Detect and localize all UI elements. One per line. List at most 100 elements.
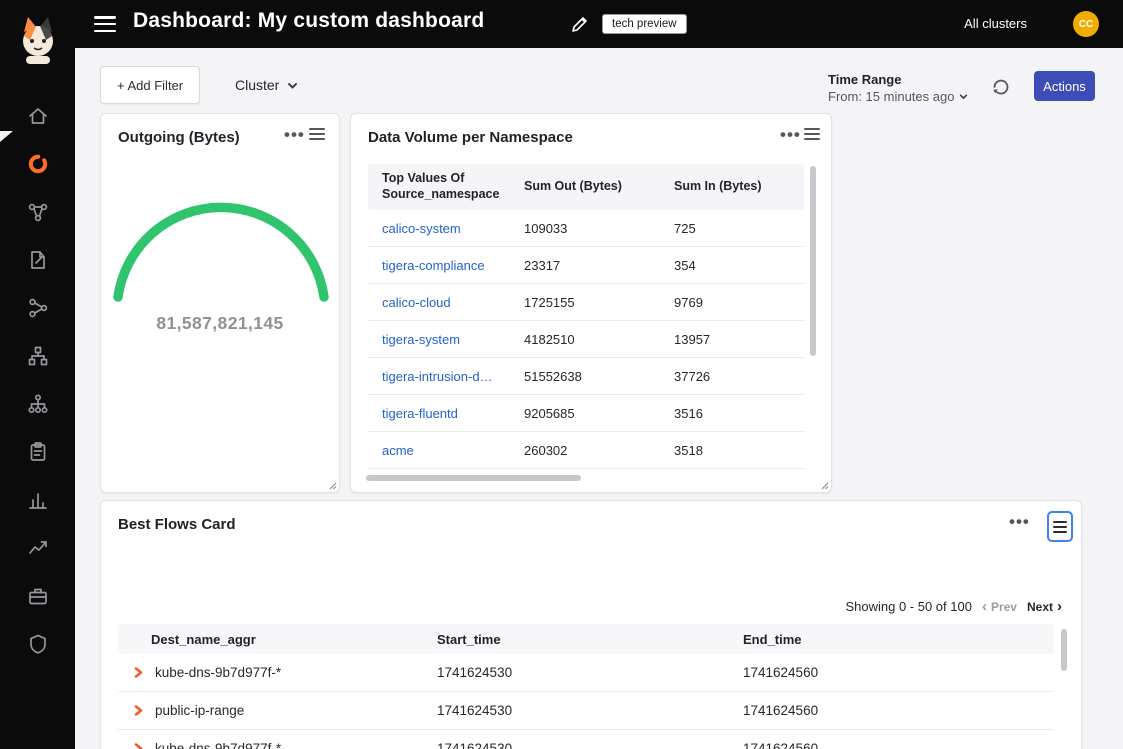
sidebar-item-network-sets[interactable] — [0, 332, 75, 380]
table-row: tigera-fluentd 9205685 3516 — [368, 395, 804, 432]
column-header: Sum Out (Bytes) — [524, 179, 622, 194]
clipboard-icon — [30, 442, 45, 461]
card-title: Outgoing (Bytes) — [118, 129, 240, 146]
more-menu-icon[interactable]: ••• — [284, 125, 305, 144]
sum-out-cell: 51552638 — [524, 368, 582, 384]
table-header-row: Top Values Of Source_namespace Sum Out (… — [368, 164, 804, 210]
sidebar — [0, 0, 75, 749]
start-time-cell: 1741624530 — [437, 665, 513, 680]
gauge-arc — [113, 202, 329, 302]
bar-chart-icon — [28, 493, 47, 509]
resize-handle-icon[interactable] — [819, 480, 829, 490]
drag-handle-icon — [1053, 520, 1067, 533]
namespace-link[interactable]: calico-cloud — [382, 294, 451, 310]
namespace-link[interactable]: tigera-system — [382, 331, 461, 347]
gauge-icon — [28, 154, 47, 174]
table-row: public-ip-range 1741624530 1741624560 — [118, 692, 1054, 730]
chevron-down-icon — [288, 82, 298, 88]
sidebar-item-policies[interactable] — [0, 236, 75, 284]
sidebar-item-network-graph[interactable] — [0, 188, 75, 236]
menu-icon[interactable] — [94, 14, 116, 34]
trend-line-icon — [28, 541, 47, 554]
sum-out-cell: 109033 — [524, 220, 568, 236]
main-content: + Add Filter Cluster Time Range From: 15… — [75, 48, 1123, 749]
vertical-scrollbar[interactable] — [810, 166, 816, 356]
data-volume-card: Data Volume per Namespace ••• Top Values… — [350, 113, 832, 493]
table-row: kube-dns-9b7d977f-* 1741624530 174162456… — [118, 730, 1054, 749]
start-time-cell: 1741624530 — [437, 741, 513, 749]
all-clusters-selector[interactable]: All clusters — [964, 16, 1027, 31]
sum-in-cell: 3516 — [674, 405, 703, 421]
namespace-link[interactable]: tigera-fluentd — [382, 405, 458, 421]
active-page-marker — [0, 131, 13, 142]
cluster-dropdown-label: Cluster — [235, 77, 280, 93]
column-header: End_time — [743, 631, 802, 647]
edit-dashboard-icon[interactable] — [570, 14, 590, 34]
namespace-link[interactable]: tigera-compliance — [382, 257, 485, 273]
column-header: Top Values Of Source_namespace — [382, 171, 500, 201]
horizontal-scrollbar[interactable] — [366, 475, 581, 481]
sidebar-item-activity[interactable] — [0, 476, 75, 524]
avatar[interactable]: CC — [1073, 11, 1099, 37]
sum-out-cell: 4182510 — [524, 331, 575, 347]
sidebar-item-service-graph[interactable] — [0, 284, 75, 332]
drag-handle-icon[interactable] — [804, 128, 820, 140]
sidebar-item-compliance[interactable] — [0, 428, 75, 476]
sum-in-cell: 725 — [674, 220, 696, 236]
calico-logo[interactable] — [16, 14, 60, 66]
column-header: Dest_name_aggr — [151, 631, 256, 647]
more-menu-icon[interactable]: ••• — [780, 125, 801, 144]
tech-preview-badge: tech preview — [602, 14, 687, 34]
resize-handle-icon[interactable] — [327, 480, 337, 490]
table-row: tigera-intrusion-d… 51552638 37726 — [368, 358, 804, 395]
sum-out-cell: 1725155 — [524, 294, 575, 310]
table-row: calico-cloud 1725155 9769 — [368, 284, 804, 321]
card-title: Data Volume per Namespace — [368, 129, 573, 146]
sidebar-item-timelines[interactable] — [0, 524, 75, 572]
actions-button[interactable]: Actions — [1034, 71, 1095, 101]
table-row: tigera-system 4182510 13957 — [368, 321, 804, 358]
sum-in-cell: 354 — [674, 257, 696, 273]
add-filter-button[interactable]: + Add Filter — [100, 66, 201, 104]
refresh-icon[interactable] — [990, 76, 1012, 98]
expand-chevron-icon[interactable] — [132, 742, 145, 749]
sum-out-cell: 9205685 — [524, 405, 575, 421]
sum-in-cell: 13957 — [674, 331, 711, 347]
expand-chevron-icon[interactable] — [132, 704, 145, 717]
time-range-label: Time Range — [828, 72, 902, 87]
drag-handle-icon[interactable] — [309, 128, 325, 140]
sum-in-cell: 9769 — [674, 294, 703, 310]
end-time-cell: 1741624560 — [743, 741, 819, 749]
flows-table: Dest_name_aggr Start_time End_time kube-… — [118, 624, 1054, 749]
table-row: kube-dns-9b7d977f-* 1741624530 174162456… — [118, 654, 1054, 692]
table-row: calico-system 109033 725 — [368, 210, 804, 247]
sidebar-item-nodes[interactable] — [0, 380, 75, 428]
next-button[interactable]: Next › — [1026, 598, 1062, 615]
chevron-left-icon: ‹ — [981, 598, 987, 615]
home-icon — [28, 108, 47, 124]
dest-name-cell: kube-dns-9b7d977f-* — [155, 665, 282, 680]
sidebar-item-workloads[interactable] — [0, 572, 75, 620]
gauge-value: 81,587,821,145 — [156, 313, 284, 333]
sidebar-item-security[interactable] — [0, 620, 75, 668]
sidebar-item-home[interactable] — [0, 92, 75, 140]
column-header: Sum In (Bytes) — [674, 179, 762, 194]
cluster-dropdown[interactable]: Cluster — [225, 66, 308, 104]
sum-in-cell: 3518 — [674, 442, 703, 458]
vertical-scrollbar[interactable] — [1061, 629, 1067, 671]
namespace-link[interactable]: calico-system — [382, 220, 461, 236]
sum-in-cell: 37726 — [674, 368, 711, 384]
dest-name-cell: public-ip-range — [155, 703, 245, 718]
expand-chevron-icon[interactable] — [132, 666, 145, 679]
page-title: Dashboard: My custom dashboard — [133, 9, 485, 32]
table-row: tigera-compliance 23317 354 — [368, 247, 804, 284]
column-header: Start_time — [437, 631, 501, 647]
drag-handle-focused[interactable] — [1047, 511, 1073, 542]
namespace-link[interactable]: acme — [382, 442, 414, 458]
time-range-selector[interactable]: From: 15 minutes ago — [828, 89, 968, 104]
more-menu-icon[interactable]: ••• — [1009, 512, 1030, 531]
prev-button[interactable]: ‹ Prev — [981, 598, 1017, 615]
namespace-link[interactable]: tigera-intrusion-d… — [382, 368, 493, 384]
sidebar-item-dashboards[interactable] — [0, 140, 75, 188]
